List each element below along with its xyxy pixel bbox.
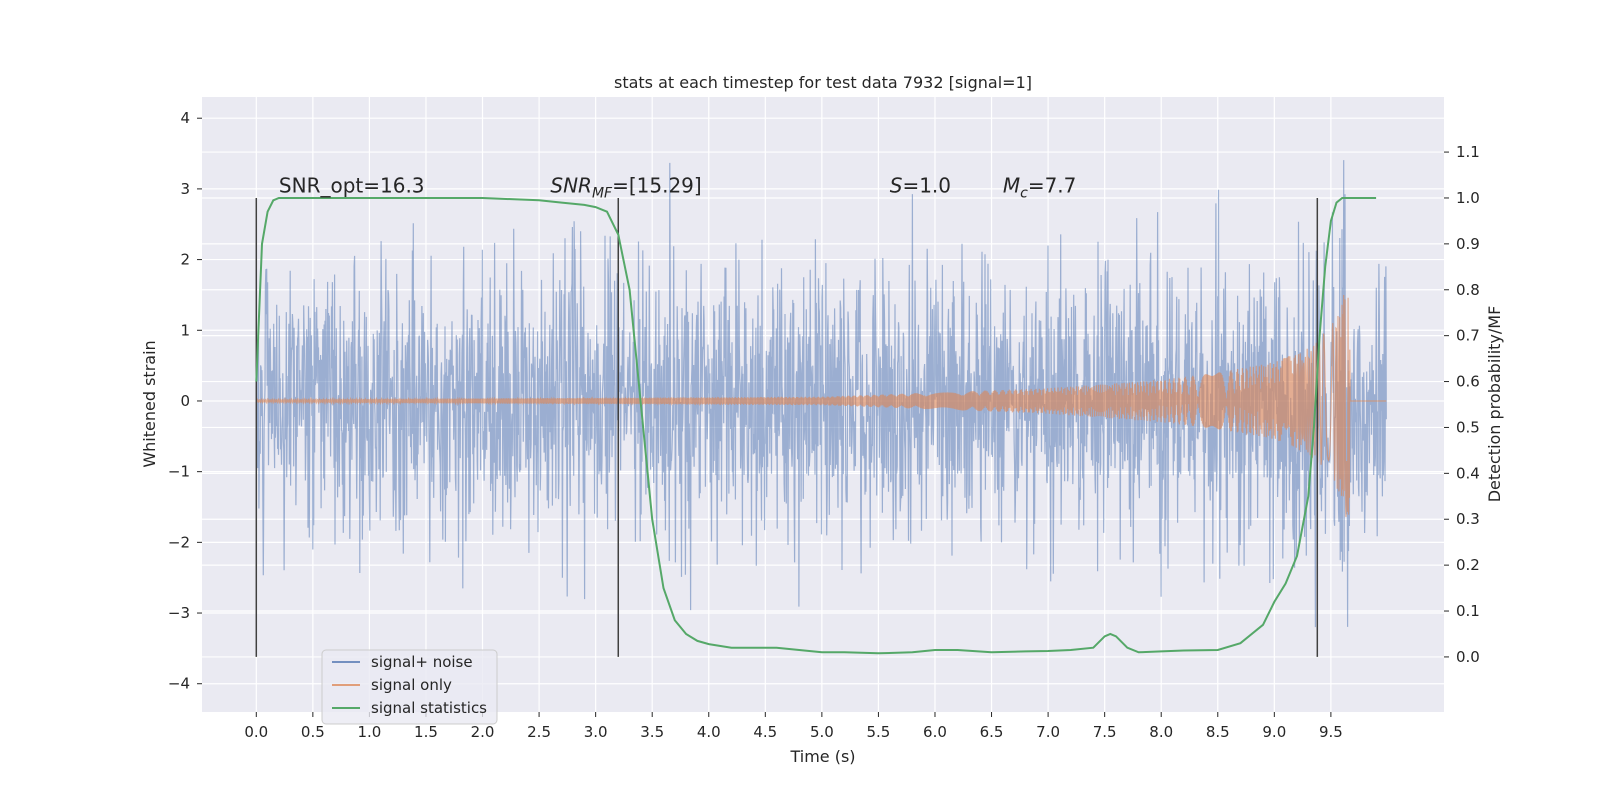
x-axis-label: Time (s) <box>789 747 855 766</box>
x-tick-label: 0.5 <box>301 723 325 741</box>
y-tick-label: −1 <box>168 463 190 481</box>
y2-tick-label: 0.0 <box>1456 648 1480 666</box>
x-tick-label: 8.0 <box>1149 723 1173 741</box>
y2-tick-label: 0.6 <box>1456 373 1480 391</box>
legend-label-signal-statistics: signal statistics <box>371 699 487 717</box>
x-tick-label: 3.0 <box>584 723 608 741</box>
x-tick-label: 5.0 <box>810 723 834 741</box>
vertical-markers <box>255 197 1319 657</box>
y2-tick-label: 1.0 <box>1456 189 1480 207</box>
y-tick-label: 2 <box>180 251 190 269</box>
y-tick-label: 3 <box>180 180 190 198</box>
x-tick-label: 8.5 <box>1206 723 1230 741</box>
x-tick-label: 9.5 <box>1319 723 1343 741</box>
chart-title: stats at each timestep for test data 793… <box>614 73 1032 92</box>
y-tick-label: −3 <box>168 604 190 622</box>
legend-label-signal-plus-noise: signal+ noise <box>371 653 473 671</box>
y2-tick-label: 0.5 <box>1456 418 1480 436</box>
y2-tick-label: 0.2 <box>1456 556 1480 574</box>
y-axis-label: Whitened strain <box>140 340 159 467</box>
y-tick-label: 4 <box>180 109 190 127</box>
y-tick-label: −4 <box>168 675 190 693</box>
y-tick-label: 0 <box>180 392 190 410</box>
x-tick-label: 4.0 <box>697 723 721 741</box>
y2-tick-label: 0.1 <box>1456 602 1480 620</box>
x-tick-label: 0.0 <box>244 723 268 741</box>
y2-axis-label: Detection probability/MF <box>1485 306 1504 503</box>
annotation-layer: SNR_opt=16.3 SNRMF=[15.29] S=1.0 Mc=7.7 <box>279 173 1076 201</box>
x-tick-label: 5.5 <box>866 723 890 741</box>
x-tick-label: 2.0 <box>471 723 495 741</box>
x-tick-label: 7.0 <box>1036 723 1060 741</box>
series-signal-statistics <box>255 197 1377 655</box>
y2-tick-label: 0.4 <box>1456 464 1480 482</box>
x-tick-label: 3.5 <box>640 723 664 741</box>
x-tick-label: 6.0 <box>923 723 947 741</box>
series-signal-only <box>255 294 1387 517</box>
x-tick-label: 7.5 <box>1093 723 1117 741</box>
x-tick-label: 2.5 <box>527 723 551 741</box>
legend: signal+ noise signal only signal statist… <box>321 649 498 725</box>
y2-tick-label: 0.9 <box>1456 235 1480 253</box>
legend-box <box>321 649 498 725</box>
x-tick-label: 9.0 <box>1262 723 1286 741</box>
x-tick-label: 6.5 <box>980 723 1004 741</box>
annotation: SNRMF=[15.29] <box>550 173 701 201</box>
legend-label-signal-only: signal only <box>371 676 452 694</box>
x-tick-label: 1.5 <box>414 723 438 741</box>
annotation: S=1.0 <box>890 173 951 197</box>
y2-tick-label: 0.8 <box>1456 281 1480 299</box>
data-layer <box>255 160 1387 657</box>
y-tick-label: −2 <box>168 533 190 551</box>
x-tick-label: 1.0 <box>357 723 381 741</box>
y2-tick-label: 1.1 <box>1456 143 1480 161</box>
annotation: Mc=7.7 <box>1003 173 1077 201</box>
annotation: SNR_opt=16.3 <box>279 173 425 197</box>
y2-tick-label: 0.7 <box>1456 327 1480 345</box>
x-tick-label: 4.5 <box>753 723 777 741</box>
series-signal-plus-noise <box>255 160 1387 628</box>
tick-layer: 0.0 0.5 1.0 1.5 2.0 2.5 3.0 3.5 4.0 4.5 5.0 5.5 6.0 6… <box>168 109 1480 741</box>
y-tick-label: 1 <box>180 321 190 339</box>
y2-tick-label: 0.3 <box>1456 510 1480 528</box>
